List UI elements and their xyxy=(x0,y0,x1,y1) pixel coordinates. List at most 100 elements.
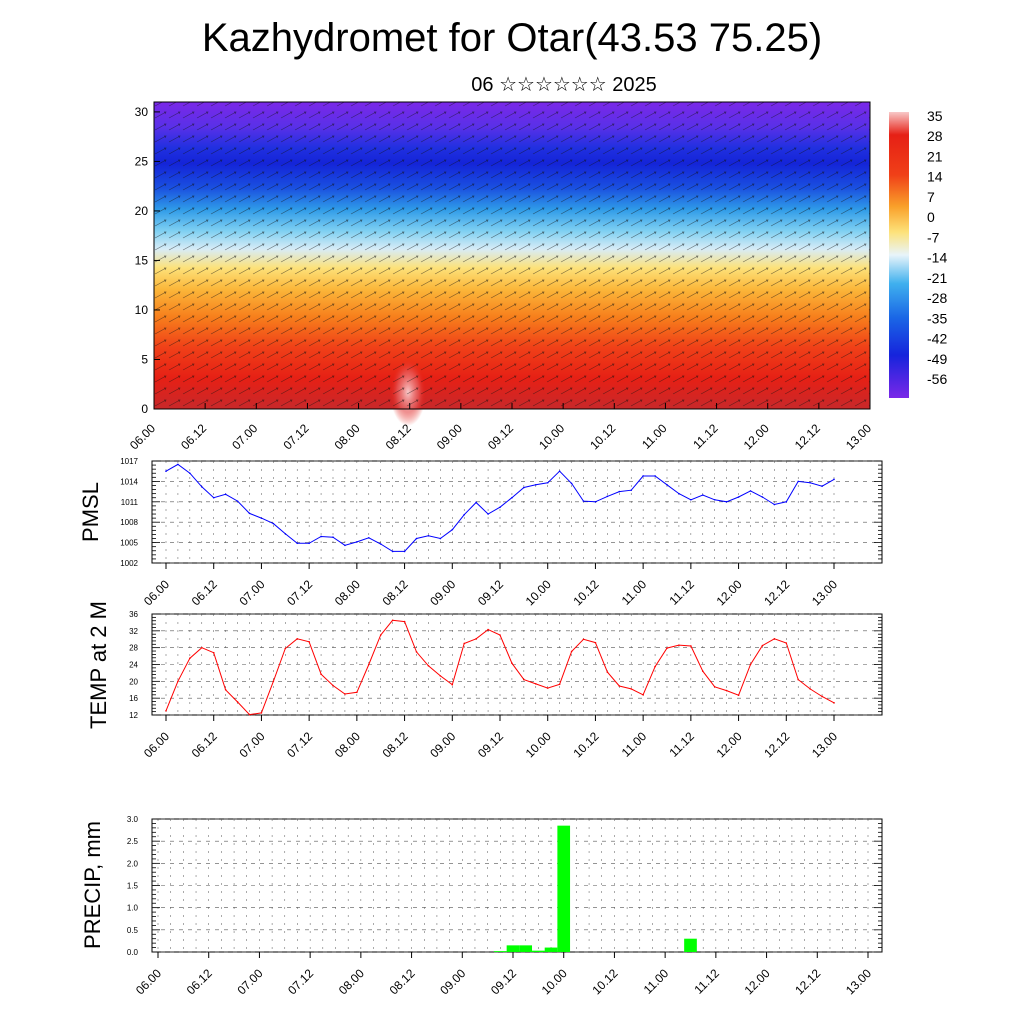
p4-x-tick-label: 11.00 xyxy=(641,966,672,997)
p2-point xyxy=(690,498,692,501)
p3-y-tick-label: 24 xyxy=(129,661,138,670)
p3-point xyxy=(737,694,740,697)
p2-point xyxy=(701,494,704,496)
p3-point xyxy=(773,638,776,640)
p3-point xyxy=(344,693,346,695)
p2-point xyxy=(582,500,585,502)
p2-point xyxy=(165,470,167,473)
p3-y-tick-label: 12 xyxy=(129,711,138,720)
p3-x-tick-label: 12.12 xyxy=(761,729,792,760)
p4-bar xyxy=(532,950,545,952)
heatmap-x-tick-label: 10.00 xyxy=(536,421,567,452)
p3-point xyxy=(403,620,406,623)
p3-point xyxy=(212,651,215,654)
p3-point xyxy=(499,634,501,636)
p2-point xyxy=(475,501,477,504)
p4-x-tick-label: 12.12 xyxy=(792,966,823,997)
p4-bar xyxy=(544,947,558,952)
p2-y-tick-label: 1011 xyxy=(121,498,139,507)
p4-y-tick-label: 1.5 xyxy=(127,882,139,891)
heatmap-x-tick-label: 11.12 xyxy=(690,421,721,452)
heatmap-x-tick-label: 07.00 xyxy=(229,421,260,452)
p4-y-tick-label: 1.0 xyxy=(127,904,139,913)
colorbar-label: -14 xyxy=(927,250,947,266)
p3-x-tick-label: 09.00 xyxy=(427,729,458,760)
p3-point xyxy=(224,688,227,691)
temp-series xyxy=(165,619,835,716)
colorbar-label: -49 xyxy=(927,351,947,367)
heatmap-x-tick-label: 07.12 xyxy=(280,421,311,452)
p2-x-tick-label: 09.00 xyxy=(427,577,458,608)
p2-x-tick-label: 12.00 xyxy=(714,577,745,608)
p2-point xyxy=(570,482,573,485)
p3-x-tick-label: 06.00 xyxy=(141,729,172,760)
p3-point xyxy=(272,680,275,683)
p2-point xyxy=(367,537,370,539)
p4-bar xyxy=(684,938,697,952)
p2-point xyxy=(308,542,310,545)
p2-point xyxy=(630,489,633,492)
p2-point xyxy=(523,486,525,489)
heatmap-y-axis: 0 5 10 15 20 25 30 xyxy=(135,105,160,416)
colorbar-label: -56 xyxy=(927,371,947,387)
p2-point xyxy=(534,484,537,486)
p3-point xyxy=(296,638,299,640)
heatmap-x-tick-label: 06.12 xyxy=(178,421,209,452)
p2-point xyxy=(749,490,752,492)
heatmap-y-tick-label: 5 xyxy=(141,352,148,366)
p3-point xyxy=(391,619,394,622)
p3-point xyxy=(797,678,800,681)
p4-y-tick-label: 2.5 xyxy=(127,837,139,846)
colorbar-labels: 35 28 21 14 7 0 -7 -14 -21 -28 -35 -42 -49 -56 xyxy=(927,108,947,387)
p2-x-tick-label: 11.12 xyxy=(666,577,697,608)
colorbar-label: 28 xyxy=(927,128,943,144)
p3-x-tick-label: 07.12 xyxy=(284,729,315,760)
colorbar-label: -21 xyxy=(927,270,947,286)
p3-point xyxy=(594,641,597,644)
p2-x-tick-label: 12.12 xyxy=(761,577,792,608)
p4-y-tick-label: 2.0 xyxy=(127,859,139,868)
p2-x-tick-label: 08.00 xyxy=(332,577,363,608)
precip-series xyxy=(493,825,697,952)
p3-point xyxy=(439,675,442,677)
p3-point xyxy=(415,651,418,653)
p4-x-tick-label: 09.00 xyxy=(437,966,468,997)
p3-y-tick-label: 36 xyxy=(129,610,138,619)
p2-point xyxy=(332,536,334,538)
p3-x-tick-label: 10.12 xyxy=(570,729,601,760)
p2-point xyxy=(511,496,513,499)
p3-point xyxy=(523,678,525,681)
precip-grid xyxy=(152,818,882,953)
p2-point xyxy=(403,550,406,553)
p2-point xyxy=(642,475,644,477)
p2-x-tick-label: 07.12 xyxy=(284,577,315,608)
p2-y-tick-label: 1002 xyxy=(120,559,138,568)
heatmap-x-tick-label: 10.12 xyxy=(587,421,618,452)
p2-point xyxy=(260,517,263,519)
p2-point xyxy=(248,512,251,515)
p2-point xyxy=(200,486,203,488)
p3-point xyxy=(200,646,203,649)
p3-point xyxy=(690,645,692,647)
p4-x-tick-label: 08.00 xyxy=(336,966,367,997)
colorbar-label: -28 xyxy=(927,290,947,306)
p2-point xyxy=(809,481,811,484)
temp-panel: 12 16 20 24 28 32 36 06.00 06.12 07.00 07.12 08.00… xyxy=(86,601,883,760)
p2-point xyxy=(427,535,430,537)
p3-y-tick-label: 20 xyxy=(129,677,138,686)
p3-point xyxy=(367,663,370,666)
p2-point xyxy=(606,495,609,498)
p3-point xyxy=(749,663,752,666)
colorbar-label: -42 xyxy=(927,331,947,347)
pmsl-axis-label: PMSL xyxy=(78,482,103,542)
p4-y-tick-label: 0.0 xyxy=(127,948,139,957)
p4-x-tick-label: 11.12 xyxy=(691,966,722,997)
p4-bar xyxy=(506,945,520,952)
precip-axis-label: PRECIP, mm xyxy=(80,821,105,949)
p3-x-tick-label: 07.00 xyxy=(236,729,267,760)
p4-x-tick-label: 08.12 xyxy=(387,966,418,997)
p4-bar xyxy=(519,945,533,952)
p2-point xyxy=(236,500,239,502)
